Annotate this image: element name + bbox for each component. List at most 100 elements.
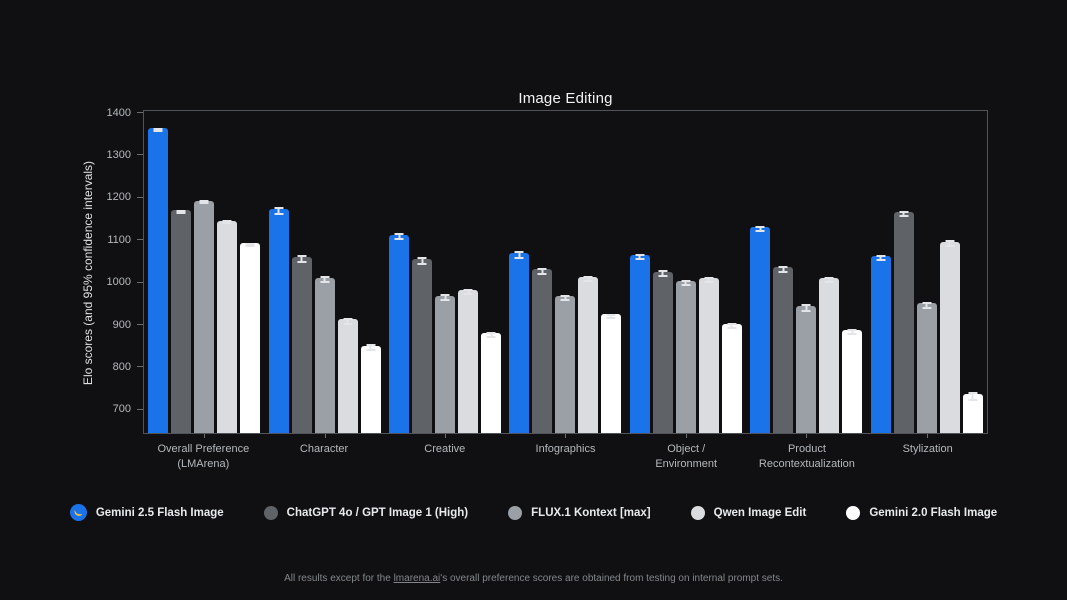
y-tick-mark (137, 324, 143, 326)
bar-group (626, 111, 746, 438)
gemini-banana-icon (69, 504, 87, 521)
footnote: All results except for the lmarena.ai's … (0, 573, 1067, 584)
x-tick-mark (565, 434, 567, 438)
error-whisker (518, 253, 521, 257)
error-bar (560, 294, 570, 302)
bar (148, 127, 169, 433)
y-tick-label: 700 (112, 403, 131, 416)
bar (360, 345, 381, 433)
y-tick-label: 1100 (107, 233, 131, 246)
error-whisker (323, 278, 326, 282)
bar-slot (337, 111, 358, 433)
y-tick-label: 900 (112, 318, 131, 331)
error-whisker (902, 212, 905, 216)
bar-group (144, 111, 264, 438)
x-category-label: Character (299, 443, 349, 455)
error-bar (486, 332, 496, 338)
error-whisker (730, 324, 733, 327)
error-bar (245, 242, 255, 248)
legend-item: FLUX.1 Kontext [max] (508, 505, 651, 520)
error-whisker (467, 290, 470, 293)
bar-slot (675, 111, 696, 433)
error-whisker (661, 272, 664, 276)
bar (721, 323, 742, 433)
y-tick-mark (137, 196, 143, 198)
bar (916, 303, 937, 433)
bar-slot (268, 111, 289, 433)
legend-label: ChatGPT 4o / GPT Image 1 (High) (286, 506, 469, 519)
bar-slot (962, 111, 983, 433)
bar (870, 255, 891, 433)
error-whisker (684, 282, 687, 285)
bar (601, 314, 622, 433)
x-category-label: Infographics (535, 443, 596, 455)
bar (555, 296, 576, 433)
error-bar (463, 288, 473, 295)
error-bar (343, 317, 353, 325)
bar-slot (532, 111, 553, 433)
footnote-text-suffix: 's overall preference scores are obtaine… (440, 573, 783, 584)
bar-group (867, 111, 987, 438)
error-bar (606, 313, 616, 319)
bar (939, 241, 960, 433)
bar-slot (939, 111, 960, 433)
x-tick-mark (806, 434, 808, 438)
bar (268, 209, 289, 433)
legend-label: Gemini 2.0 Flash Image (869, 506, 998, 519)
bar (217, 220, 238, 433)
error-whisker (490, 334, 493, 336)
bar-slot (773, 111, 794, 433)
error-bar (199, 200, 209, 205)
error-bar (514, 251, 524, 259)
lmarena-link[interactable]: lmarena.ai (393, 573, 441, 584)
y-tick-label: 1300 (106, 148, 131, 161)
error-bar (417, 256, 427, 265)
error-whisker (564, 296, 567, 300)
legend: Gemini 2.5 Flash Image ChatGPT 4o / GPT I… (0, 504, 1067, 521)
error-bar (222, 220, 232, 225)
error-whisker (805, 306, 808, 310)
bar-slot (148, 111, 169, 433)
error-whisker (879, 256, 882, 259)
bar-slot (412, 111, 433, 433)
error-whisker (925, 303, 928, 307)
plot-area (143, 110, 988, 438)
error-whisker (948, 242, 951, 246)
bar (240, 243, 261, 433)
bar-slot (629, 111, 650, 433)
error-bar (727, 322, 737, 329)
x-tick-mark (926, 434, 928, 438)
error-bar (297, 255, 307, 263)
y-tick-label: 1400 (106, 106, 131, 119)
bar (893, 212, 914, 433)
footnote-text-prefix: All results except for the (284, 573, 394, 584)
error-whisker (369, 346, 372, 349)
error-whisker (398, 234, 401, 239)
error-whisker (759, 227, 762, 231)
y-tick-mark (137, 408, 143, 410)
bar-slot (652, 111, 673, 433)
error-bar (176, 209, 186, 215)
bar (962, 394, 983, 433)
legend-color-circle (508, 505, 523, 520)
legend-item: ChatGPT 4o / GPT Image 1 (High) (263, 505, 469, 520)
bar-slot (481, 111, 502, 433)
error-bar (801, 304, 811, 312)
error-bar (847, 328, 857, 336)
bar-slot (435, 111, 456, 433)
bar-slot (171, 111, 192, 433)
x-tick-mark (445, 434, 447, 438)
bar-slot (314, 111, 335, 433)
chart-title: Image Editing (518, 90, 613, 107)
error-bar (274, 206, 284, 216)
error-whisker (828, 278, 831, 281)
legend-color-circle (263, 505, 278, 520)
y-tick-mark (137, 239, 143, 241)
error-whisker (277, 208, 280, 214)
error-bar (945, 240, 955, 248)
bar-slot (819, 111, 840, 433)
bar-slot (389, 111, 410, 433)
error-bar (681, 280, 691, 287)
legend-item: Gemini 2.0 Flash Image (846, 505, 998, 520)
bar (291, 257, 312, 433)
